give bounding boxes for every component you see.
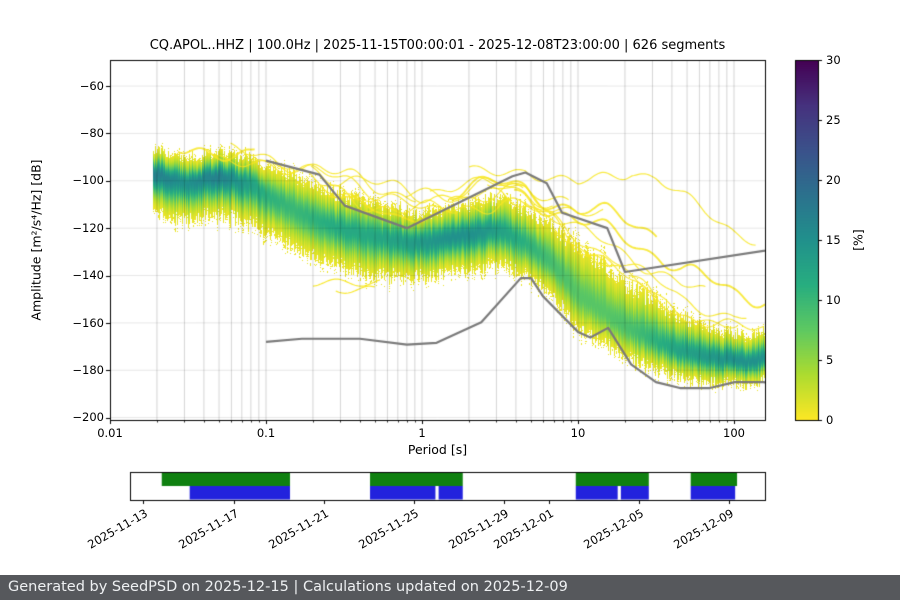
y-tick-label: −60 bbox=[79, 79, 104, 93]
y-axis-label: Amplitude [m²/s⁴/Hz] [dB] bbox=[28, 159, 44, 321]
colorbar-label: [%] bbox=[850, 229, 866, 251]
y-tick-label: −140 bbox=[72, 268, 104, 282]
y-tick-label: −180 bbox=[72, 363, 104, 377]
y-tick-label: −80 bbox=[79, 126, 104, 140]
colorbar-tick-label: 10 bbox=[826, 293, 841, 307]
y-tick-label: −120 bbox=[72, 221, 104, 235]
y-tick-label: −160 bbox=[72, 316, 104, 330]
x-tick-label: 0.1 bbox=[256, 426, 276, 440]
colorbar-tick-label: 0 bbox=[826, 413, 834, 427]
x-tick-label: 10 bbox=[570, 426, 586, 440]
colorbar-tick-label: 5 bbox=[826, 353, 834, 367]
footer-status-bar: Generated by SeedPSD on 2025-12-15 | Cal… bbox=[0, 575, 900, 600]
colorbar-tick-label: 30 bbox=[826, 53, 841, 67]
ppsd-plot-canvas bbox=[0, 0, 900, 570]
x-tick-label: 100 bbox=[723, 426, 745, 440]
chart-title: CQ.APOL..HHZ | 100.0Hz | 2025-11-15T00:0… bbox=[149, 38, 726, 53]
colorbar-tick-label: 15 bbox=[826, 233, 841, 247]
y-tick-label: −200 bbox=[72, 410, 104, 424]
x-axis-label: Period [s] bbox=[407, 442, 468, 457]
colorbar-tick-label: 20 bbox=[826, 173, 841, 187]
x-tick-label: 1 bbox=[418, 426, 426, 440]
colorbar-tick-label: 25 bbox=[826, 113, 841, 127]
y-tick-label: −100 bbox=[72, 173, 104, 187]
x-tick-label: 0.01 bbox=[97, 426, 123, 440]
